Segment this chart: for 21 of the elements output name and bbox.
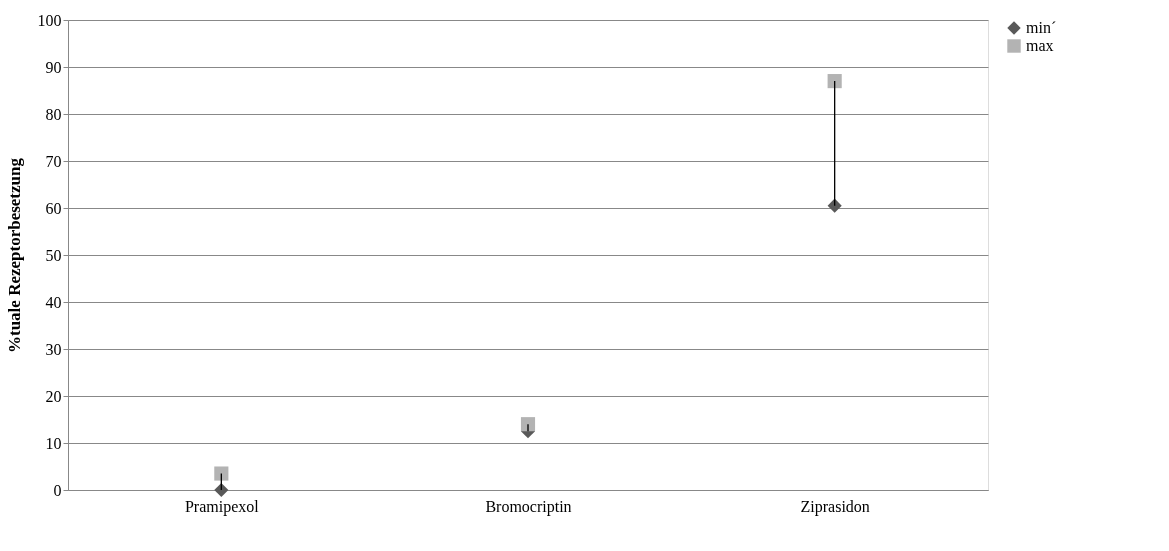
y-tick-label: 60 — [45, 199, 62, 217]
point — [827, 74, 842, 89]
y-axis-title: %tuale Rezeptorbesetzung — [4, 157, 24, 353]
y-tick-label: 80 — [45, 105, 62, 123]
legend-label: min´ — [1026, 19, 1057, 36]
x-tick-label: Pramipexol — [184, 497, 260, 516]
legend-label: max — [1026, 37, 1054, 54]
y-tick-label: 40 — [45, 293, 62, 311]
x-tick-label: Ziprasidon — [800, 497, 870, 516]
y-tick-label: 70 — [45, 152, 62, 170]
y-tick-label: 0 — [53, 481, 62, 499]
y-tick-label: 90 — [45, 58, 62, 76]
y-tick-label: 20 — [45, 387, 62, 405]
y-tick-label: 100 — [37, 11, 62, 29]
point — [827, 198, 842, 213]
y-tick-label: 30 — [45, 340, 62, 358]
x-tick-label: Bromocriptin — [485, 497, 572, 516]
y-tick-label: 50 — [45, 246, 62, 264]
point — [214, 482, 229, 498]
y-tick-label: 10 — [45, 434, 62, 452]
point — [214, 466, 229, 481]
